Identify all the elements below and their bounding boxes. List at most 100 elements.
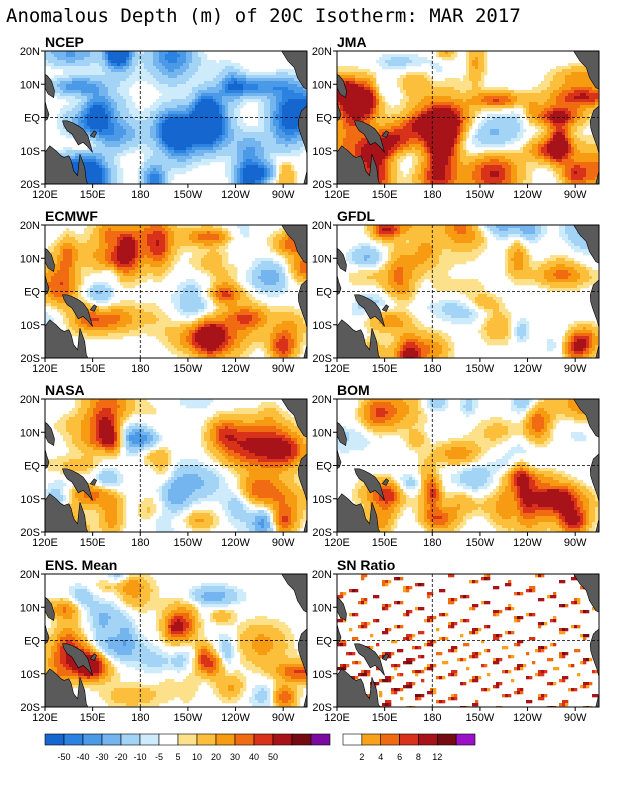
x-tick-label: 120W <box>221 363 250 375</box>
x-tick-label: 150E <box>80 537 106 549</box>
y-tick-label: 10S <box>20 669 40 681</box>
anomaly-field <box>337 399 599 532</box>
land <box>62 468 93 501</box>
land <box>354 468 385 501</box>
colorbar-label: 10 <box>192 752 202 762</box>
y-tick-label: EQ <box>316 287 332 299</box>
y-tick-label: 20S <box>312 353 332 365</box>
land <box>381 653 389 661</box>
panel-title: SN Ratio <box>337 557 395 573</box>
land <box>281 51 307 90</box>
anomaly-field <box>337 225 599 358</box>
anomaly-colorbar: -50 -40 -30 -20 -10 -5 5 10 20 30 40 50 <box>44 733 331 762</box>
x-tick-label: 120E <box>32 712 58 724</box>
y-tick-label: 10S <box>312 320 332 332</box>
panel-ncep: 120E 150E 180 150W 120W 90W 20N 10N EQ 10S 20S NCEP <box>20 34 308 201</box>
x-tick-label: 120W <box>221 537 250 549</box>
land <box>573 225 599 264</box>
y-tick-label: 20S <box>20 179 40 191</box>
colorbar-label: -30 <box>95 752 108 762</box>
x-tick-label: 120E <box>324 363 350 375</box>
land <box>337 596 347 621</box>
colorbar-label: 5 <box>175 752 180 762</box>
land <box>595 680 599 707</box>
x-tick-label: 120W <box>513 363 542 375</box>
land <box>337 73 347 98</box>
colorbar-label: 30 <box>230 752 240 762</box>
panel-title: NCEP <box>45 34 84 50</box>
y-tick-label: EQ <box>316 636 332 648</box>
panel-gfdl: 120E 150E 180 150W 120W 90W 20N 10N EQ 10S 20S GFDL <box>312 208 600 375</box>
colorbar-swatch <box>380 733 400 746</box>
land <box>45 493 89 532</box>
colorbar-swatch <box>291 733 312 746</box>
x-tick-label: 150W <box>174 537 203 549</box>
land <box>303 680 307 707</box>
colorbar-swatch <box>82 733 103 746</box>
x-tick-label: 90W <box>272 537 295 549</box>
x-tick-label: 150E <box>372 712 398 724</box>
land <box>354 643 385 676</box>
x-tick-label: 90W <box>564 363 587 375</box>
land <box>337 100 342 122</box>
x-tick-label: 90W <box>564 537 587 549</box>
colorbar-label: -40 <box>76 752 89 762</box>
colorbar-swatch <box>361 733 382 746</box>
panel-ens-mean: 120E 150E 180 150W 120W 90W 20N 10N EQ 10S 20S ENS.… <box>20 557 308 724</box>
y-tick-label: EQ <box>24 287 40 299</box>
land <box>45 421 55 446</box>
colorbar-label: 12 <box>432 752 442 762</box>
x-tick-label: 180 <box>131 189 149 201</box>
land <box>381 130 389 138</box>
x-tick-label: 90W <box>272 712 295 724</box>
y-tick-label: 20S <box>20 527 40 539</box>
colorbar-swatch <box>158 733 179 746</box>
panels: 120E 150E 180 150W 120W 90W 20N 10N EQ 10S 20S NCEP… <box>20 34 600 724</box>
land <box>337 319 381 358</box>
colorbar-swatch <box>215 733 236 746</box>
land <box>573 51 599 90</box>
colorbar-label: 8 <box>416 752 421 762</box>
colorbar-swatch <box>455 733 476 746</box>
x-tick-label: 180 <box>423 189 441 201</box>
panel-bom: 120E 150E 180 150W 120W 90W 20N 10N EQ 10S 20S BOM <box>312 382 600 549</box>
x-tick-label: 120E <box>324 712 350 724</box>
colorbar-swatch <box>177 733 198 746</box>
land <box>303 505 307 532</box>
x-tick-label: 120W <box>221 189 250 201</box>
y-tick-label: 10S <box>312 146 332 158</box>
land <box>337 247 347 272</box>
x-tick-label: 120W <box>513 712 542 724</box>
y-tick-label: 20S <box>312 179 332 191</box>
land <box>337 274 342 296</box>
x-tick-label: 150W <box>174 363 203 375</box>
x-tick-label: 120W <box>513 189 542 201</box>
y-tick-label: 10N <box>312 79 332 91</box>
y-tick-label: 10N <box>20 253 40 265</box>
land <box>337 668 381 707</box>
y-tick-label: 10N <box>312 253 332 265</box>
colorbar-swatch <box>310 733 331 746</box>
anomaly-field <box>45 225 307 358</box>
colorbar-swatch <box>63 733 84 746</box>
colorbar-label: 20 <box>211 752 221 762</box>
x-tick-label: 120E <box>324 537 350 549</box>
land <box>45 145 89 184</box>
y-tick-label: 20N <box>20 394 40 406</box>
y-tick-label: 20N <box>20 220 40 232</box>
colorbar-swatch <box>272 733 293 746</box>
y-tick-label: EQ <box>24 461 40 473</box>
x-tick-label: 150E <box>372 189 398 201</box>
x-tick-label: 90W <box>272 363 295 375</box>
land <box>45 596 55 621</box>
land <box>89 653 97 661</box>
y-tick-label: 20S <box>20 702 40 714</box>
land <box>45 623 50 645</box>
colorbar-label: -10 <box>133 752 146 762</box>
y-tick-label: 20N <box>312 569 332 581</box>
y-tick-label: 10S <box>312 494 332 506</box>
land <box>45 247 55 272</box>
panel-ecmwf: 120E 150E 180 150W 120W 90W 20N 10N EQ 10S 20S ECMW… <box>20 208 308 375</box>
y-tick-label: EQ <box>316 461 332 473</box>
colorbar-swatch <box>234 733 255 746</box>
